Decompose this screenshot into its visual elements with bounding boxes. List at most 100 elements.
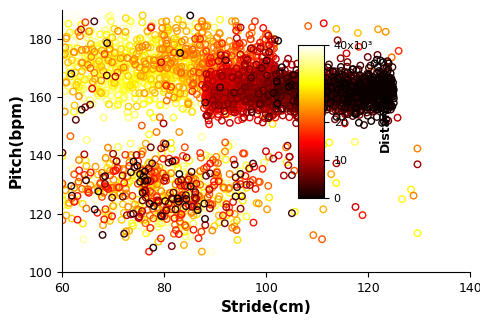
Point (311, 88, 318, 93)
Point (259, 54, 266, 60)
Point (267, 103, 275, 108)
Point (356, 104, 364, 109)
Point (155, 61, 163, 67)
Point (249, 96, 257, 101)
Point (316, 90, 324, 95)
Point (321, 85, 328, 90)
Point (168, 64, 176, 69)
Point (106, 46, 114, 52)
Point (78, 47, 85, 52)
Point (166, 156, 173, 161)
Point (369, 96, 376, 101)
Point (298, 84, 305, 89)
Point (211, 105, 218, 110)
Point (127, 19, 134, 24)
Point (61, 52, 69, 57)
Point (232, 175, 240, 180)
Point (99, 223, 107, 228)
Point (238, 89, 246, 94)
Point (161, 86, 168, 91)
Point (250, 87, 258, 92)
Point (145, 171, 153, 176)
Point (184, 98, 192, 103)
Point (110, 39, 118, 44)
Point (233, 66, 240, 71)
Point (153, 175, 160, 180)
Point (286, 89, 293, 94)
Point (232, 86, 240, 91)
Point (149, 20, 157, 26)
Point (189, 183, 197, 188)
Point (341, 80, 349, 85)
Point (145, 160, 153, 165)
Point (337, 90, 345, 95)
Point (162, 208, 170, 213)
Point (247, 103, 255, 108)
Point (220, 75, 228, 80)
Point (274, 81, 281, 86)
Point (271, 37, 279, 42)
Point (240, 98, 248, 103)
Point (227, 76, 234, 81)
Point (287, 80, 295, 85)
Point (221, 187, 228, 192)
Point (261, 106, 269, 111)
Point (261, 99, 269, 104)
Point (204, 60, 211, 65)
Point (225, 85, 232, 91)
Point (113, 159, 120, 164)
Point (352, 111, 360, 116)
Point (187, 102, 195, 107)
Point (318, 98, 326, 103)
Point (378, 84, 385, 89)
Point (211, 89, 219, 94)
Point (74, 29, 82, 35)
Point (217, 67, 225, 72)
Point (297, 90, 304, 95)
Point (245, 69, 253, 74)
Point (371, 91, 378, 96)
Point (256, 180, 264, 185)
Point (199, 183, 206, 188)
Point (375, 85, 383, 90)
Point (110, 80, 118, 85)
Point (382, 66, 390, 71)
Point (214, 80, 221, 85)
Point (240, 69, 248, 75)
Point (265, 198, 273, 204)
Point (268, 47, 276, 52)
Point (243, 185, 251, 190)
Point (119, 66, 126, 71)
Point (237, 59, 244, 64)
Point (137, 73, 144, 78)
Point (239, 99, 247, 104)
Point (277, 88, 285, 93)
Point (355, 77, 363, 83)
Point (200, 69, 208, 74)
Point (105, 47, 112, 52)
Point (145, 249, 153, 254)
Point (285, 88, 293, 93)
Point (165, 71, 173, 76)
Point (216, 99, 223, 104)
Point (145, 174, 153, 180)
Point (291, 209, 299, 214)
Point (278, 94, 286, 100)
Point (112, 34, 120, 39)
Point (141, 69, 148, 75)
Point (230, 54, 238, 59)
Point (144, 208, 151, 213)
Point (296, 92, 304, 98)
Y-axis label: Distance: Distance (379, 91, 392, 152)
Point (236, 75, 243, 80)
Point (259, 80, 266, 85)
Point (384, 75, 391, 80)
Point (289, 81, 297, 86)
Point (205, 200, 213, 205)
Point (212, 52, 220, 58)
Point (175, 212, 183, 217)
Point (266, 51, 274, 56)
Point (181, 145, 189, 150)
Point (385, 61, 393, 66)
Point (175, 51, 182, 56)
